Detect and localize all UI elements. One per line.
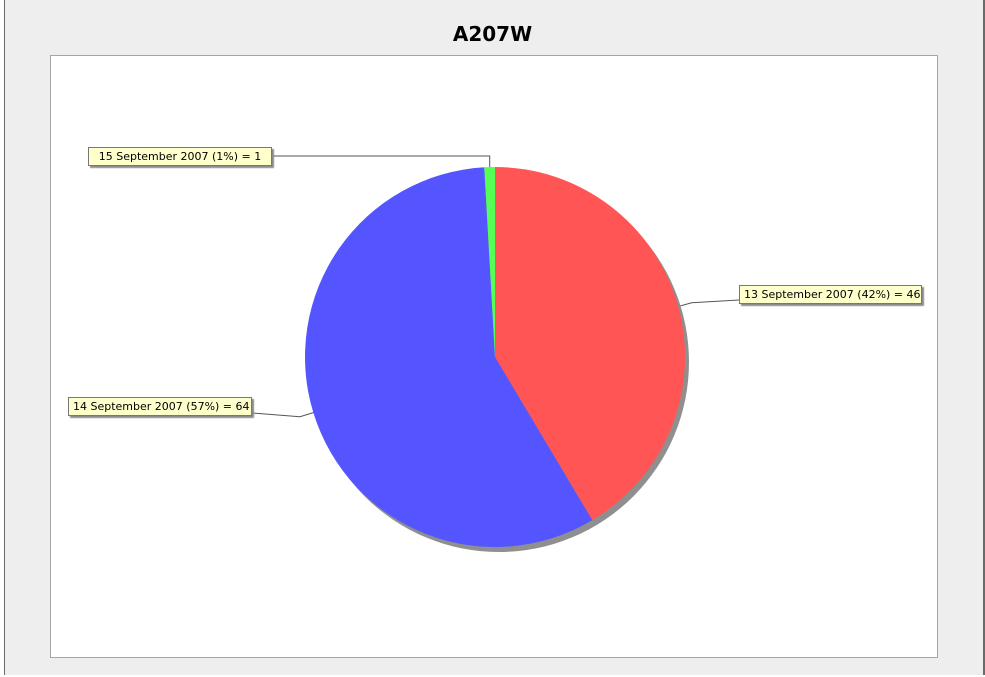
slice-label-14-september: 14 September 2007 (57%) = 64: [68, 397, 252, 416]
pie-slice-15-september-2007: [484, 167, 495, 357]
window-frame-bottom: [0, 675, 985, 677]
chart-title: A207W: [452, 22, 533, 46]
window-frame-right: [983, 0, 985, 677]
slice-label-13-september: 13 September 2007 (42%) = 46: [739, 285, 922, 304]
slice-label-15-september: 15 September 2007 (1%) = 1: [88, 147, 272, 166]
leader-line-15-september-2007: [272, 155, 491, 171]
pie-slice-13-september-2007: [495, 166, 686, 521]
window-frame-left: [0, 0, 5, 677]
pie-slice-14-september-2007: [305, 167, 593, 547]
